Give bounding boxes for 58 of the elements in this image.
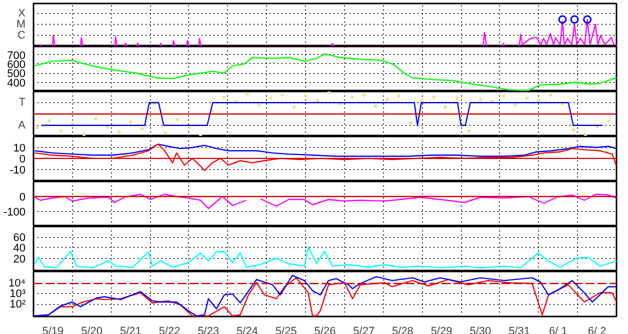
point	[467, 129, 470, 132]
y-tick-label: 40	[13, 242, 26, 255]
point	[304, 94, 308, 98]
point	[409, 122, 412, 124]
point	[584, 132, 587, 136]
y-tick-label: 10²	[10, 298, 26, 310]
y-tick-label: 0	[19, 153, 26, 166]
y-tick-label: 20	[13, 253, 26, 266]
point	[164, 132, 168, 135]
point	[269, 96, 272, 100]
point	[397, 94, 400, 98]
point	[607, 119, 610, 122]
point	[548, 93, 552, 96]
point	[350, 96, 354, 99]
point	[572, 128, 576, 132]
point	[36, 126, 39, 129]
point	[82, 132, 86, 136]
point	[444, 106, 448, 109]
y-tick-label: -100	[3, 206, 26, 218]
point	[374, 104, 377, 108]
y-tick-label: 60	[13, 232, 26, 244]
point	[118, 130, 121, 134]
y-tick-label: 600	[7, 58, 26, 71]
ref-line-label: A	[18, 119, 26, 132]
point	[176, 118, 179, 122]
point	[140, 127, 144, 130]
point	[292, 106, 296, 109]
point	[456, 96, 459, 100]
ref-line-label: M	[16, 18, 26, 30]
y-tick-label: -10	[10, 164, 26, 176]
point	[222, 96, 226, 99]
point	[502, 94, 506, 98]
y-tick-label: 10⁴	[8, 277, 26, 290]
point	[94, 117, 98, 120]
point	[420, 99, 424, 102]
y-tick-label: 10	[13, 142, 26, 154]
point	[187, 126, 190, 129]
point	[526, 96, 529, 100]
point	[432, 96, 436, 99]
ref-line-label: C	[18, 29, 26, 42]
point	[129, 120, 132, 124]
point	[327, 92, 330, 94]
point	[537, 99, 540, 102]
point	[478, 98, 482, 101]
ref-line-label: X	[18, 8, 26, 20]
point	[316, 99, 319, 102]
point	[362, 93, 366, 96]
point	[280, 93, 284, 96]
ref-line-label: T	[18, 96, 26, 109]
point	[48, 119, 51, 122]
y-tick-label: 400	[7, 77, 26, 90]
point	[514, 104, 517, 106]
y-tick-label: 10³	[10, 288, 26, 300]
point	[246, 92, 249, 96]
point	[257, 104, 260, 106]
point	[59, 129, 62, 132]
point	[386, 98, 389, 101]
y-tick-label: 0	[19, 192, 26, 204]
